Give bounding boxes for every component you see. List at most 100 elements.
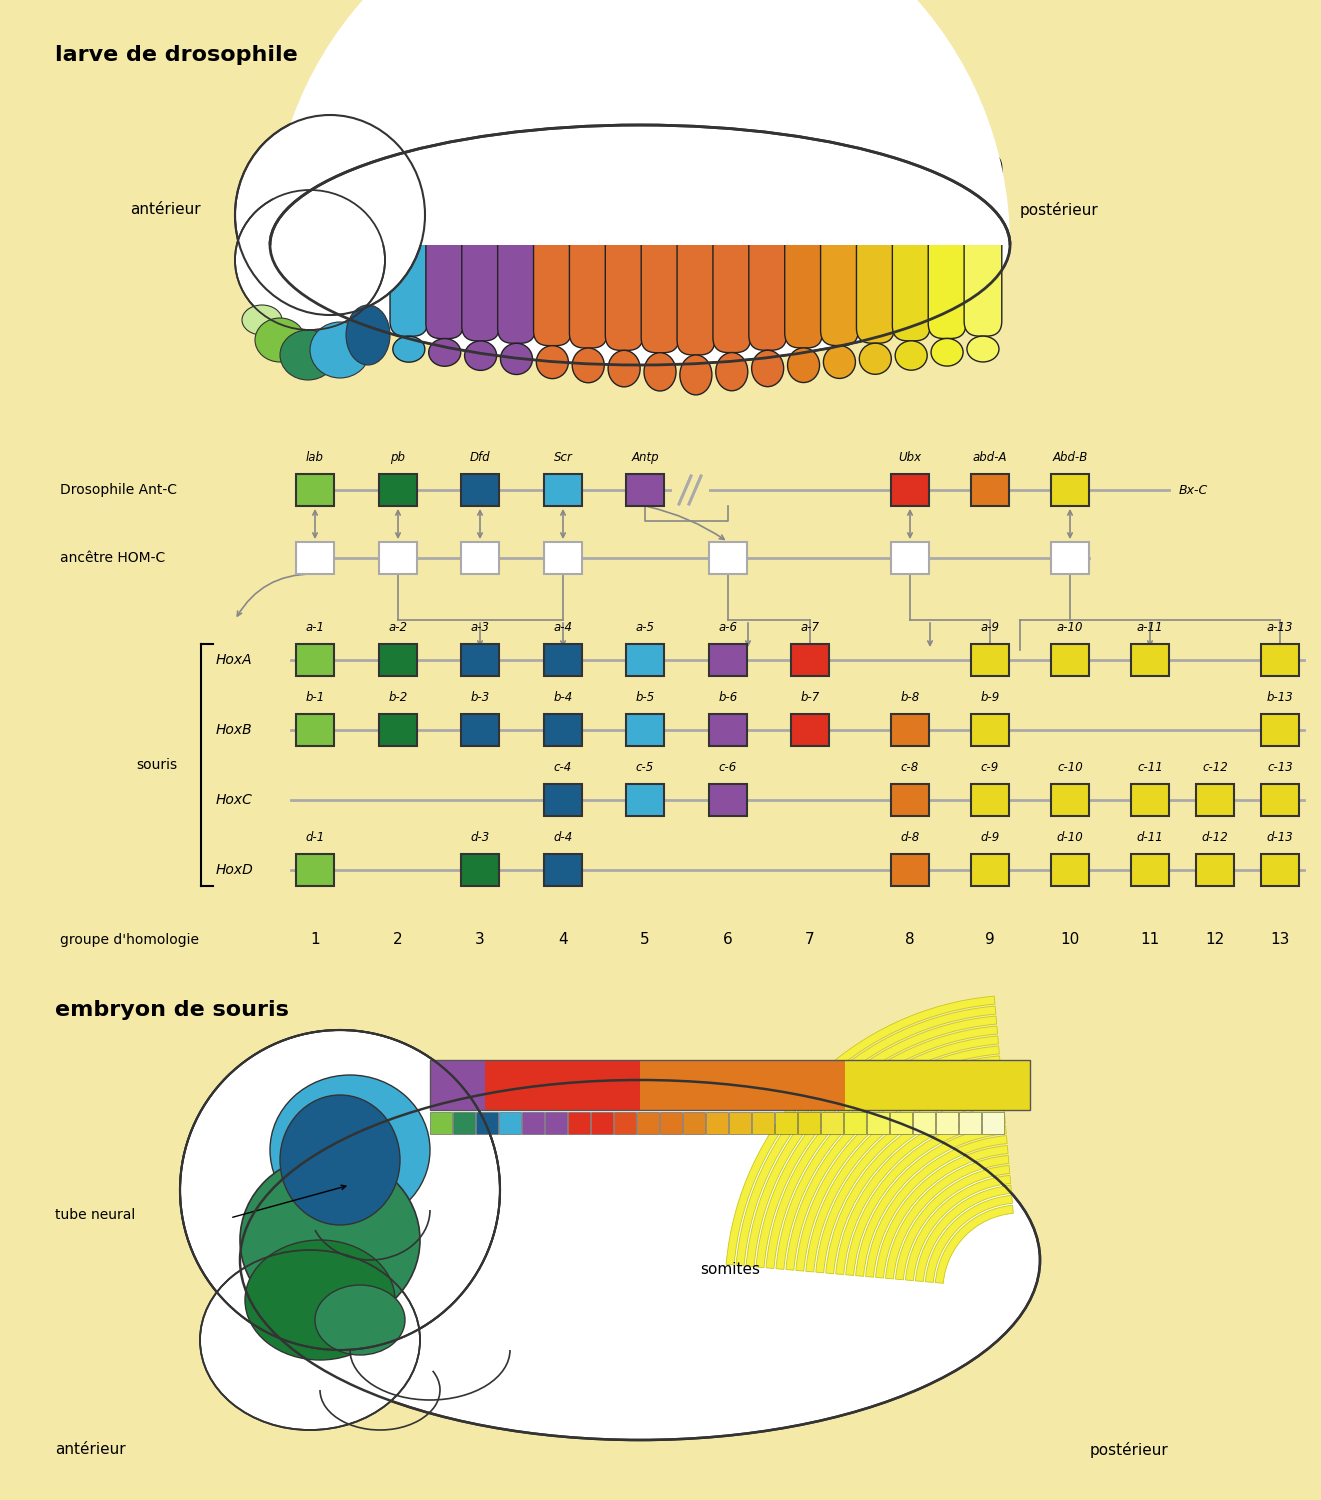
FancyBboxPatch shape <box>425 150 464 339</box>
Text: postérieur: postérieur <box>1020 202 1099 217</box>
Ellipse shape <box>465 340 497 370</box>
FancyBboxPatch shape <box>820 140 859 345</box>
Bar <box>798 1112 820 1134</box>
Bar <box>626 784 664 816</box>
Wedge shape <box>826 1095 1004 1274</box>
FancyBboxPatch shape <box>713 129 750 352</box>
Ellipse shape <box>199 1250 420 1430</box>
Ellipse shape <box>572 348 604 382</box>
Bar <box>1131 784 1169 816</box>
Bar <box>1196 853 1234 886</box>
Text: Drosophile Ant-C: Drosophile Ant-C <box>59 483 177 496</box>
Bar <box>637 1112 659 1134</box>
Bar <box>845 1060 1030 1110</box>
Text: a-9: a-9 <box>980 621 1000 634</box>
Bar <box>431 1060 1030 1110</box>
Ellipse shape <box>280 1095 400 1226</box>
Text: b-1: b-1 <box>305 692 325 703</box>
Text: HoxD: HoxD <box>217 862 254 877</box>
Bar <box>544 474 583 506</box>
Text: larve de drosophile: larve de drosophile <box>55 45 297 64</box>
Text: postérieur: postérieur <box>1090 1442 1169 1458</box>
FancyBboxPatch shape <box>749 132 786 350</box>
Text: Antp: Antp <box>631 452 659 464</box>
Text: b-6: b-6 <box>719 692 737 703</box>
Ellipse shape <box>310 322 370 378</box>
Bar <box>890 714 929 746</box>
Bar <box>709 714 746 746</box>
Text: b-8: b-8 <box>901 692 919 703</box>
Wedge shape <box>756 1026 997 1268</box>
Text: tube neural: tube neural <box>55 1208 135 1222</box>
Text: a-10: a-10 <box>1057 621 1083 634</box>
Text: 5: 5 <box>641 933 650 948</box>
Text: b-9: b-9 <box>980 692 1000 703</box>
Text: c-12: c-12 <box>1202 760 1229 774</box>
Wedge shape <box>845 1116 1005 1275</box>
Text: a-4: a-4 <box>553 621 572 634</box>
Bar <box>1052 644 1089 676</box>
Bar <box>544 644 583 676</box>
Bar <box>1052 542 1089 574</box>
Bar <box>775 1112 797 1134</box>
Ellipse shape <box>244 1240 395 1360</box>
Wedge shape <box>806 1076 1001 1272</box>
Bar <box>379 474 417 506</box>
Bar <box>626 714 664 746</box>
Text: abd-A: abd-A <box>972 452 1007 464</box>
Text: 13: 13 <box>1271 933 1289 948</box>
Bar <box>614 1112 635 1134</box>
Wedge shape <box>786 1056 1000 1270</box>
Bar <box>590 1112 613 1134</box>
Bar <box>296 853 334 886</box>
Wedge shape <box>926 1196 1012 1282</box>
Ellipse shape <box>680 356 712 395</box>
Text: c-13: c-13 <box>1267 760 1293 774</box>
Text: antérieur: antérieur <box>129 202 201 217</box>
Bar <box>296 474 334 506</box>
Text: d-8: d-8 <box>901 831 919 844</box>
Wedge shape <box>915 1185 1012 1281</box>
Ellipse shape <box>235 190 384 330</box>
Bar <box>890 474 929 506</box>
Bar <box>476 1112 498 1134</box>
Wedge shape <box>856 1125 1007 1276</box>
Bar <box>546 1112 567 1134</box>
Text: Bx-C: Bx-C <box>1180 483 1209 496</box>
Bar <box>461 474 499 506</box>
Text: HoxB: HoxB <box>217 723 252 736</box>
Ellipse shape <box>346 304 390 364</box>
Bar <box>752 1112 774 1134</box>
Ellipse shape <box>180 1030 501 1350</box>
Text: b-7: b-7 <box>801 692 819 703</box>
Bar <box>709 784 746 816</box>
Text: d-12: d-12 <box>1202 831 1229 844</box>
Bar <box>709 644 746 676</box>
Text: Scr: Scr <box>553 452 572 464</box>
Wedge shape <box>885 1155 1009 1280</box>
Wedge shape <box>896 1166 1009 1280</box>
Text: 6: 6 <box>723 933 733 948</box>
Text: a-5: a-5 <box>635 621 654 634</box>
Text: 8: 8 <box>905 933 915 948</box>
Bar <box>379 714 417 746</box>
Text: embryon de souris: embryon de souris <box>55 1000 289 1020</box>
FancyBboxPatch shape <box>498 142 535 344</box>
Text: b-2: b-2 <box>388 692 408 703</box>
Bar <box>791 644 830 676</box>
Text: 11: 11 <box>1140 933 1160 948</box>
Bar <box>937 1112 958 1134</box>
Bar <box>626 644 664 676</box>
FancyBboxPatch shape <box>390 153 428 336</box>
Bar <box>296 714 334 746</box>
Text: Dfd: Dfd <box>470 452 490 464</box>
Bar <box>1131 644 1169 676</box>
Ellipse shape <box>240 1080 1040 1440</box>
Text: Abd-B: Abd-B <box>1053 452 1087 464</box>
Text: somites: somites <box>700 1263 760 1278</box>
Bar <box>499 1112 520 1134</box>
FancyBboxPatch shape <box>785 135 823 348</box>
Text: b-3: b-3 <box>470 692 490 703</box>
Bar <box>683 1112 705 1134</box>
FancyBboxPatch shape <box>534 140 571 345</box>
